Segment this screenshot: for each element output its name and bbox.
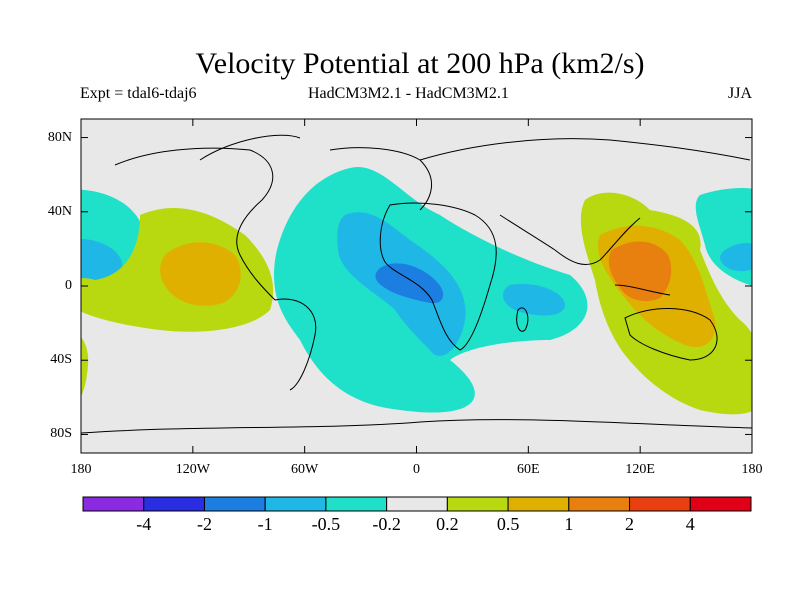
model-label: HadCM3M2.1 - HadCM3M2.1 — [308, 85, 509, 102]
colorbar-swatch — [82, 496, 145, 512]
coastline-segment — [624, 308, 718, 361]
y-tick-label: 80S — [50, 426, 72, 442]
colorbar-swatch — [629, 496, 691, 512]
colorbar-level-label: 0.2 — [436, 514, 459, 534]
colorbar-swatch — [689, 496, 752, 512]
chart-title: Velocity Potential at 200 hPa (km2/s) — [195, 47, 645, 80]
coastline-segment — [274, 298, 317, 391]
colorbar-level-label: -1 — [257, 514, 273, 534]
colorbar-level-label: -2 — [196, 514, 212, 534]
colorbar-swatch — [568, 496, 631, 512]
y-tick-label: 40S — [50, 352, 72, 368]
colorbar-level-label: 1 — [564, 514, 574, 534]
x-tick-label: 60W — [291, 462, 319, 477]
contour-neg-0.5-dateline-east — [720, 243, 752, 272]
colorbar-level-label: 4 — [685, 514, 695, 534]
colorbar-swatch — [264, 496, 327, 512]
coastline-segment — [329, 147, 433, 211]
x-tick-label: 120E — [625, 462, 655, 477]
coastline-segment — [379, 202, 497, 351]
x-tick-label: 120W — [175, 462, 210, 477]
coastline-segment — [516, 307, 529, 332]
coastline-segment — [614, 284, 671, 296]
x-tick-label: 180 — [70, 462, 92, 477]
colorbar-level-label: -4 — [136, 514, 152, 534]
season-label: JJA — [728, 85, 753, 102]
colorbar-level-label: 2 — [625, 514, 635, 534]
coastline-segment — [554, 217, 641, 265]
y-tick-label: 0 — [65, 278, 72, 293]
colorbar-swatch — [446, 496, 509, 512]
colorbar-swatch — [203, 496, 266, 512]
colorbar-level-label: 0.5 — [496, 514, 520, 534]
coastline-segment — [199, 134, 301, 161]
colorbar-level-label: -0.2 — [372, 514, 401, 534]
colorbar-swatch — [507, 496, 570, 512]
coastline-segment — [114, 147, 276, 301]
coastline-segment — [81, 419, 752, 434]
experiment-label: Expt = tdal6-tdaj6 — [80, 85, 197, 102]
x-tick-label: 60E — [517, 462, 540, 477]
contour-neg-1-central-africa — [375, 263, 444, 304]
colorbar-swatch — [325, 496, 388, 512]
contour-neg-0.5-pacific — [81, 239, 123, 283]
contour-pos-0.5-east-pacific — [160, 242, 241, 306]
coastline-segment — [499, 214, 556, 251]
contour-pos-0.2-south-atlantic — [81, 337, 89, 397]
contour-neg-0.5-mozambique — [503, 283, 565, 316]
x-tick-label: 0 — [413, 462, 420, 477]
coastline-segment — [419, 138, 751, 161]
colorbar-swatch — [143, 496, 205, 512]
y-tick-label: 40N — [47, 203, 72, 219]
y-tick-label: 80N — [47, 129, 72, 145]
coastlines — [81, 134, 752, 434]
colorbar-swatch — [386, 496, 448, 512]
x-tick-label: 180 — [741, 462, 763, 477]
colorbar-level-label: -0.5 — [311, 514, 341, 534]
